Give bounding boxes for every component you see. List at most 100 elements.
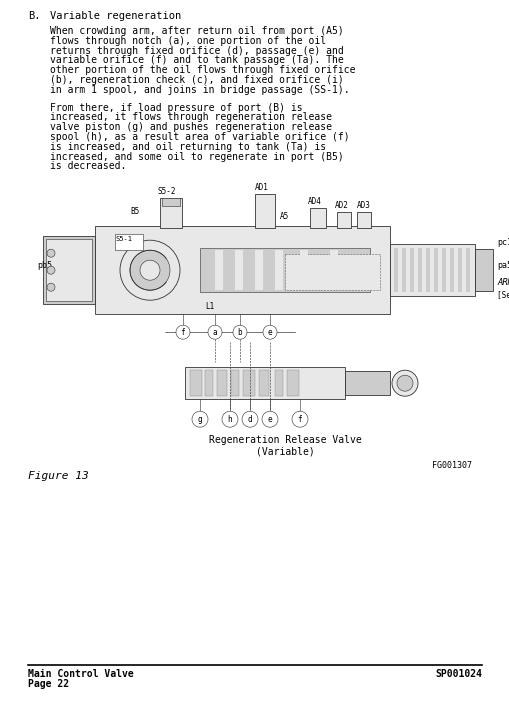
Bar <box>389 244 474 296</box>
Text: SP001024: SP001024 <box>434 669 481 679</box>
Text: L1: L1 <box>205 302 214 311</box>
Bar <box>95 226 389 314</box>
Bar <box>254 194 274 228</box>
Bar <box>336 212 350 228</box>
Text: AD3: AD3 <box>356 201 370 210</box>
Bar <box>457 248 461 292</box>
Bar <box>274 250 282 290</box>
Text: pb5: pb5 <box>37 261 52 270</box>
Text: valve piston (g) and pushes regeneration release: valve piston (g) and pushes regeneration… <box>50 122 331 132</box>
Bar <box>43 236 95 304</box>
Bar <box>474 249 492 291</box>
Bar <box>274 370 282 396</box>
Text: AD4: AD4 <box>307 198 321 206</box>
Bar <box>433 248 437 292</box>
Text: (b), regeneration check (c), and fixed orifice (i): (b), regeneration check (c), and fixed o… <box>50 75 343 85</box>
Circle shape <box>120 240 180 300</box>
Circle shape <box>130 250 169 290</box>
Text: spool (h), as a result area of variable orifice (f): spool (h), as a result area of variable … <box>50 132 349 142</box>
Circle shape <box>396 375 412 391</box>
Text: Main Control Valve: Main Control Valve <box>28 669 133 679</box>
Bar <box>465 248 469 292</box>
Text: b: b <box>237 328 242 337</box>
Text: S5-1: S5-1 <box>116 236 133 243</box>
Circle shape <box>292 411 307 427</box>
Bar <box>409 248 413 292</box>
Circle shape <box>208 325 221 340</box>
Text: f: f <box>180 328 185 337</box>
Bar <box>309 208 325 228</box>
Circle shape <box>191 411 208 427</box>
Bar <box>231 370 239 396</box>
Bar <box>115 234 143 250</box>
Bar <box>162 198 180 206</box>
Text: B5: B5 <box>130 207 139 217</box>
Text: AD1: AD1 <box>254 183 268 192</box>
Bar <box>299 250 307 290</box>
Bar <box>417 248 421 292</box>
Text: d: d <box>247 415 252 424</box>
Bar <box>235 250 242 290</box>
Bar <box>160 198 182 228</box>
Bar <box>254 250 263 290</box>
Bar <box>393 248 397 292</box>
Text: Regeneration Release Valve: Regeneration Release Valve <box>208 435 361 445</box>
Text: Page 22: Page 22 <box>28 679 69 689</box>
Circle shape <box>391 370 417 396</box>
Circle shape <box>262 411 277 427</box>
Circle shape <box>233 325 246 340</box>
Text: other portion of the oil flows through fixed orifice: other portion of the oil flows through f… <box>50 65 355 75</box>
Bar <box>205 370 213 396</box>
Circle shape <box>47 283 55 291</box>
Bar <box>216 370 227 396</box>
Text: variable orifice (f) and to tank passage (Ta). The: variable orifice (f) and to tank passage… <box>50 56 343 65</box>
Text: Variable regeneration: Variable regeneration <box>50 11 181 21</box>
Text: is decreased.: is decreased. <box>50 162 126 172</box>
Circle shape <box>47 266 55 274</box>
Circle shape <box>176 325 190 340</box>
Text: [Section 5]: [Section 5] <box>496 290 509 299</box>
Bar <box>329 250 337 290</box>
Text: g: g <box>197 415 202 424</box>
Bar <box>242 370 254 396</box>
Text: increased, it flows through regeneration release: increased, it flows through regeneration… <box>50 112 331 122</box>
Text: is increased, and oil returning to tank (Ta) is: is increased, and oil returning to tank … <box>50 142 325 152</box>
Bar <box>190 370 202 396</box>
Text: e: e <box>267 328 272 337</box>
Bar <box>401 248 405 292</box>
Text: B.: B. <box>28 11 40 21</box>
Text: S5-2: S5-2 <box>158 187 176 196</box>
Bar <box>215 250 222 290</box>
Text: e: e <box>267 415 272 424</box>
Text: (Variable): (Variable) <box>255 446 314 456</box>
Text: Figure 13: Figure 13 <box>28 471 89 481</box>
Circle shape <box>242 411 258 427</box>
Text: ARM1: ARM1 <box>496 278 509 288</box>
Circle shape <box>140 260 160 280</box>
Bar <box>449 248 453 292</box>
Bar <box>344 371 389 395</box>
Bar <box>185 367 344 399</box>
Text: increased, and some oil to regenerate in port (B5): increased, and some oil to regenerate in… <box>50 152 343 162</box>
Text: FG001307: FG001307 <box>431 461 471 470</box>
Circle shape <box>221 411 238 427</box>
Text: flows through notch (a), one portion of the oil: flows through notch (a), one portion of … <box>50 36 325 46</box>
Text: From there, if load pressure of port (B) is: From there, if load pressure of port (B)… <box>50 103 302 112</box>
Text: AD2: AD2 <box>334 201 348 210</box>
Bar <box>287 370 298 396</box>
Text: h: h <box>227 415 232 424</box>
Bar <box>425 248 429 292</box>
Circle shape <box>47 249 55 257</box>
Text: a: a <box>212 328 217 337</box>
Text: A5: A5 <box>279 212 289 221</box>
Text: pc1: pc1 <box>496 238 509 247</box>
Text: in arm 1 spool, and joins in bridge passage (SS-1).: in arm 1 spool, and joins in bridge pass… <box>50 85 349 95</box>
Text: When crowding arm, after return oil from port (A5): When crowding arm, after return oil from… <box>50 26 343 36</box>
Bar <box>285 254 379 290</box>
Text: pa5: pa5 <box>496 261 509 270</box>
Text: f: f <box>297 415 302 424</box>
Bar <box>46 239 92 301</box>
Bar <box>356 212 370 228</box>
Bar <box>259 370 268 396</box>
Bar <box>441 248 445 292</box>
